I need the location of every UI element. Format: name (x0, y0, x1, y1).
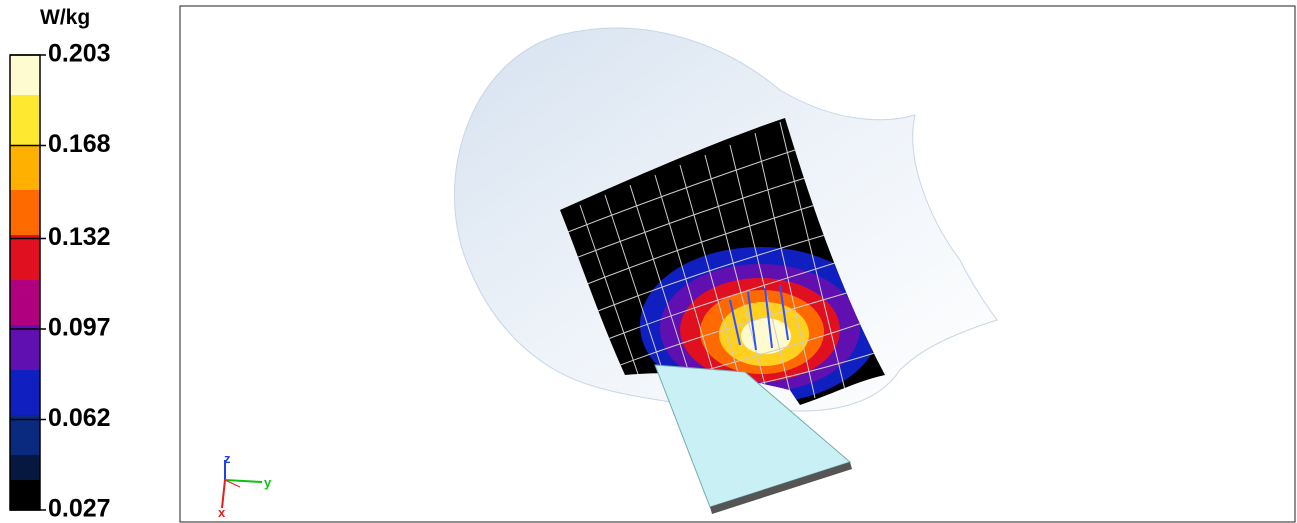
axis-label: y (264, 475, 272, 490)
axis-label: x (218, 505, 226, 520)
colorbar-unit: W/kg (40, 6, 90, 29)
colorbar-ticks: 0.203 0.168 0.132 0.097 0.062 0.027 (10, 40, 111, 523)
colorbar-tick-label: 0.132 (48, 223, 111, 251)
axes-gizmo (221, 460, 263, 509)
colorbar (9, 54, 41, 511)
colorbar-tick-label: 0.027 (48, 495, 111, 523)
axis-label: z (224, 451, 231, 466)
colorbar-tick-label: 0.062 (48, 404, 111, 432)
colorbar-tick-label: 0.203 (48, 40, 111, 68)
phone-plate (654, 364, 852, 514)
colorbar-tick-label: 0.097 (48, 314, 111, 342)
colorbar-tick-label: 0.168 (48, 130, 111, 158)
